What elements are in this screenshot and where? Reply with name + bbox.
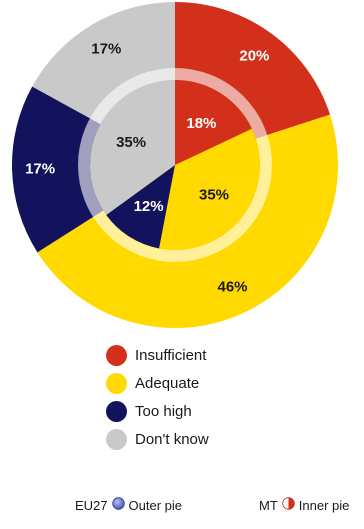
inner-slice-too-high bbox=[106, 165, 175, 249]
inner-label-don-t-know: 35% bbox=[116, 134, 146, 151]
outer-label-too-high: 17% bbox=[25, 161, 55, 178]
blue-circle-icon bbox=[111, 497, 125, 513]
outer-label-don-t-know: 17% bbox=[91, 40, 121, 57]
too-high-swatch-icon bbox=[106, 400, 127, 422]
inner-pie: 18% 35% 12% 35% bbox=[89, 80, 260, 250]
inner-label-too-high: 12% bbox=[134, 198, 164, 215]
inner-slice-insufficient bbox=[175, 80, 252, 165]
outer-label-insufficient: 20% bbox=[239, 47, 269, 64]
legend-label: Adequate bbox=[135, 374, 200, 392]
legend-item-too-high: Too high bbox=[106, 398, 209, 424]
legend-label: Insufficient bbox=[135, 346, 207, 364]
inner-pie-label: Inner pie bbox=[298, 497, 350, 513]
pie-separator-ring bbox=[78, 68, 272, 262]
outer-label-adequate: 46% bbox=[217, 279, 247, 296]
legend-item-adequate: Adequate bbox=[106, 370, 209, 396]
inner-pie-key: MT Inner pie bbox=[259, 497, 349, 513]
half-red-circle-icon bbox=[282, 497, 295, 513]
inner-slice-adequate bbox=[159, 128, 260, 250]
inner-label-insufficient: 18% bbox=[186, 115, 216, 132]
legend: Insufficient Adequate Too high Don't kno… bbox=[106, 342, 209, 454]
pie-chart: 20% 46% 17% 17% 18% 35% 12% 35% bbox=[11, 1, 339, 329]
inner-label-adequate: 35% bbox=[199, 187, 229, 204]
inner-pie-code: MT bbox=[259, 497, 278, 513]
adequate-swatch-icon bbox=[106, 372, 127, 394]
legend-label: Don't know bbox=[135, 430, 209, 448]
outer-pie-code: EU27 bbox=[75, 497, 108, 513]
outer-pie-label: Outer pie bbox=[128, 497, 183, 513]
legend-item-dont-know: Don't know bbox=[106, 426, 209, 452]
inner-slice-don-t-know bbox=[89, 80, 175, 215]
legend-label: Too high bbox=[135, 402, 192, 420]
legend-item-insufficient: Insufficient bbox=[106, 342, 209, 368]
insufficient-swatch-icon bbox=[106, 344, 127, 366]
outer-pie-key: EU27 Outer pie bbox=[75, 497, 182, 513]
dont-know-swatch-icon bbox=[106, 428, 127, 450]
